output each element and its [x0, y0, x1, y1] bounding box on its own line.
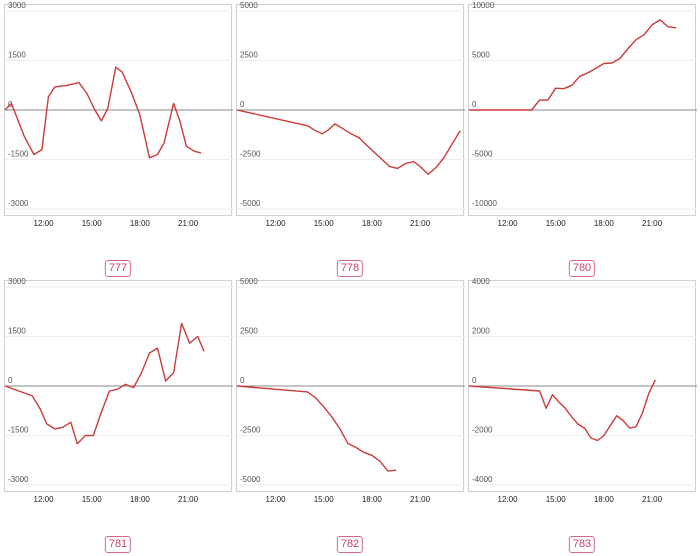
y-tick-label: -2500	[240, 426, 261, 435]
chart-panel-780: 10000 5000 0 -5000 -10000 12:00 15:00 18:00 21:0…	[468, 1, 697, 280]
y-tick-label: -4000	[472, 475, 493, 484]
line-chart: 5000 2500 0 -2500 -5000 12:00 15:00 18:00 21:00	[236, 1, 465, 228]
series-line	[4, 322, 205, 445]
line-chart: 10000 5000 0 -5000 -10000 12:00 15:00 18:00 21:0…	[469, 1, 697, 228]
x-tick-label: 12:00	[34, 495, 55, 504]
y-tick-label: 2500	[240, 327, 258, 336]
x-tick-label: 12:00	[266, 495, 287, 504]
chart-panel-778: 5000 2500 0 -2500 -5000 12:00 15:00 18:00 21:00 …	[236, 1, 465, 280]
x-tick-label: 21:00	[410, 219, 431, 228]
y-tick-label: 1500	[8, 51, 26, 60]
x-tick-label: 15:00	[82, 495, 103, 504]
y-tick-label: -5000	[240, 475, 261, 484]
y-tick-label: 3000	[8, 277, 26, 286]
x-tick-label: 18:00	[130, 219, 151, 228]
x-tick-label: 18:00	[594, 219, 615, 228]
x-tick-label: 21:00	[178, 495, 199, 504]
y-tick-label: 5000	[472, 51, 490, 60]
y-tick-label: -10000	[472, 199, 497, 208]
x-tick-label: 21:00	[642, 219, 663, 228]
chart-id-badge[interactable]: 777	[104, 260, 132, 277]
x-tick-label: 15:00	[314, 495, 335, 504]
y-tick-label: 5000	[240, 1, 258, 10]
y-tick-label: -1500	[8, 426, 29, 435]
y-tick-label: -1500	[8, 150, 29, 159]
y-tick-label: -3000	[8, 199, 29, 208]
y-tick-label: -5000	[240, 199, 261, 208]
x-tick-label: 21:00	[410, 495, 431, 504]
series-line	[236, 109, 461, 176]
x-tick-label: 21:00	[642, 495, 663, 504]
chart-frame: 3000 1500 0 -1500 -3000 12:00 15:00 18:00 21:00	[4, 277, 233, 504]
y-tick-label: 0	[472, 376, 477, 385]
x-tick-label: 15:00	[546, 219, 567, 228]
y-tick-label: 2500	[240, 51, 258, 60]
chart-panel-782: 5000 2500 0 -2500 -5000 12:00 15:00 18:00 21:00 …	[236, 277, 465, 556]
chart-frame: 4000 2000 0 -2000 -4000 12:00 15:00 18:00 21:00	[468, 277, 697, 504]
series-line	[469, 19, 677, 111]
series-line	[4, 66, 202, 159]
x-tick-label: 18:00	[362, 495, 383, 504]
x-tick-label: 18:00	[594, 495, 615, 504]
line-chart: 3000 1500 0 -1500 -3000 12:00 15:00 18:00 21:00	[4, 277, 233, 504]
x-tick-label: 15:00	[314, 219, 335, 228]
chart-frame: 3000 1500 0 -1500 -3000 12:00 15:00 18:00 21:00	[4, 1, 233, 228]
chart-id-badge[interactable]: 780	[568, 260, 596, 277]
y-tick-label: -2500	[240, 150, 261, 159]
x-tick-label: 12:00	[498, 495, 519, 504]
y-tick-label: 4000	[472, 277, 490, 286]
x-tick-label: 12:00	[34, 219, 55, 228]
x-tick-label: 21:00	[178, 219, 199, 228]
x-tick-label: 12:00	[266, 219, 287, 228]
chart-panel-781: 3000 1500 0 -1500 -3000 12:00 15:00 18:00 21:00 …	[4, 277, 233, 556]
y-tick-label: 2000	[472, 327, 490, 336]
chart-panel-777: 3000 1500 0 -1500 -3000 12:00 15:00 18:00 21:00 …	[4, 1, 233, 280]
y-tick-label: -5000	[472, 150, 493, 159]
y-tick-label: 0	[240, 100, 245, 109]
x-tick-label: 15:00	[546, 495, 567, 504]
x-tick-label: 15:00	[82, 219, 103, 228]
x-tick-label: 18:00	[362, 219, 383, 228]
series-line	[236, 385, 397, 472]
y-tick-label: 5000	[240, 277, 258, 286]
line-chart: 5000 2500 0 -2500 -5000 12:00 15:00 18:00 21:00	[236, 277, 465, 504]
y-tick-label: -2000	[472, 426, 493, 435]
y-tick-label: 1500	[8, 327, 26, 336]
chart-id-badge[interactable]: 783	[568, 536, 596, 553]
chart-id-badge[interactable]: 778	[336, 260, 364, 277]
y-tick-label: 0	[8, 376, 13, 385]
chart-frame: 5000 2500 0 -2500 -5000 12:00 15:00 18:00 21:00	[236, 277, 465, 504]
x-tick-label: 18:00	[130, 495, 151, 504]
y-tick-label: 3000	[8, 1, 26, 10]
chart-frame: 10000 5000 0 -5000 -10000 12:00 15:00 18:00 21:0…	[468, 1, 697, 228]
chart-id-badge[interactable]: 782	[336, 536, 364, 553]
y-tick-label: 0	[472, 100, 477, 109]
y-tick-label: 10000	[472, 1, 495, 10]
chart-panel-783: 4000 2000 0 -2000 -4000 12:00 15:00 18:00 21:00 …	[468, 277, 697, 556]
chart-frame: 5000 2500 0 -2500 -5000 12:00 15:00 18:00 21:00	[236, 1, 465, 228]
y-tick-label: -3000	[8, 475, 29, 484]
y-tick-label: 0	[240, 376, 245, 385]
series-line	[468, 379, 656, 442]
line-chart: 4000 2000 0 -2000 -4000 12:00 15:00 18:00 21:00	[468, 277, 697, 504]
chart-id-badge[interactable]: 781	[104, 536, 132, 553]
x-tick-label: 12:00	[498, 219, 519, 228]
